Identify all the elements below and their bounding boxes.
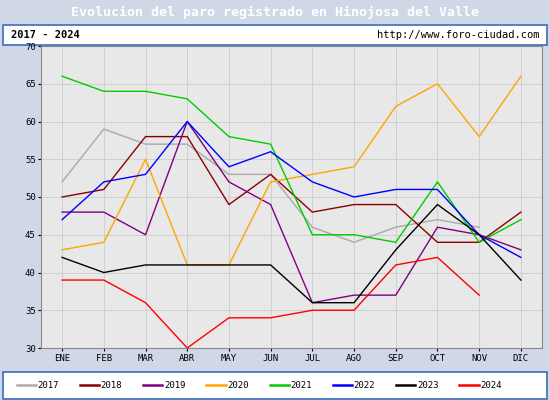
Text: 2024: 2024 (480, 380, 502, 390)
Text: 2021: 2021 (290, 380, 312, 390)
Text: 2022: 2022 (354, 380, 375, 390)
Text: 2018: 2018 (101, 380, 122, 390)
Text: 2023: 2023 (417, 380, 438, 390)
Text: 2019: 2019 (164, 380, 185, 390)
Text: Evolucion del paro registrado en Hinojosa del Valle: Evolucion del paro registrado en Hinojos… (71, 6, 479, 18)
Text: 2017: 2017 (37, 380, 59, 390)
Text: http://www.foro-ciudad.com: http://www.foro-ciudad.com (377, 30, 539, 40)
Text: 2017 - 2024: 2017 - 2024 (11, 30, 80, 40)
Text: 2020: 2020 (227, 380, 249, 390)
